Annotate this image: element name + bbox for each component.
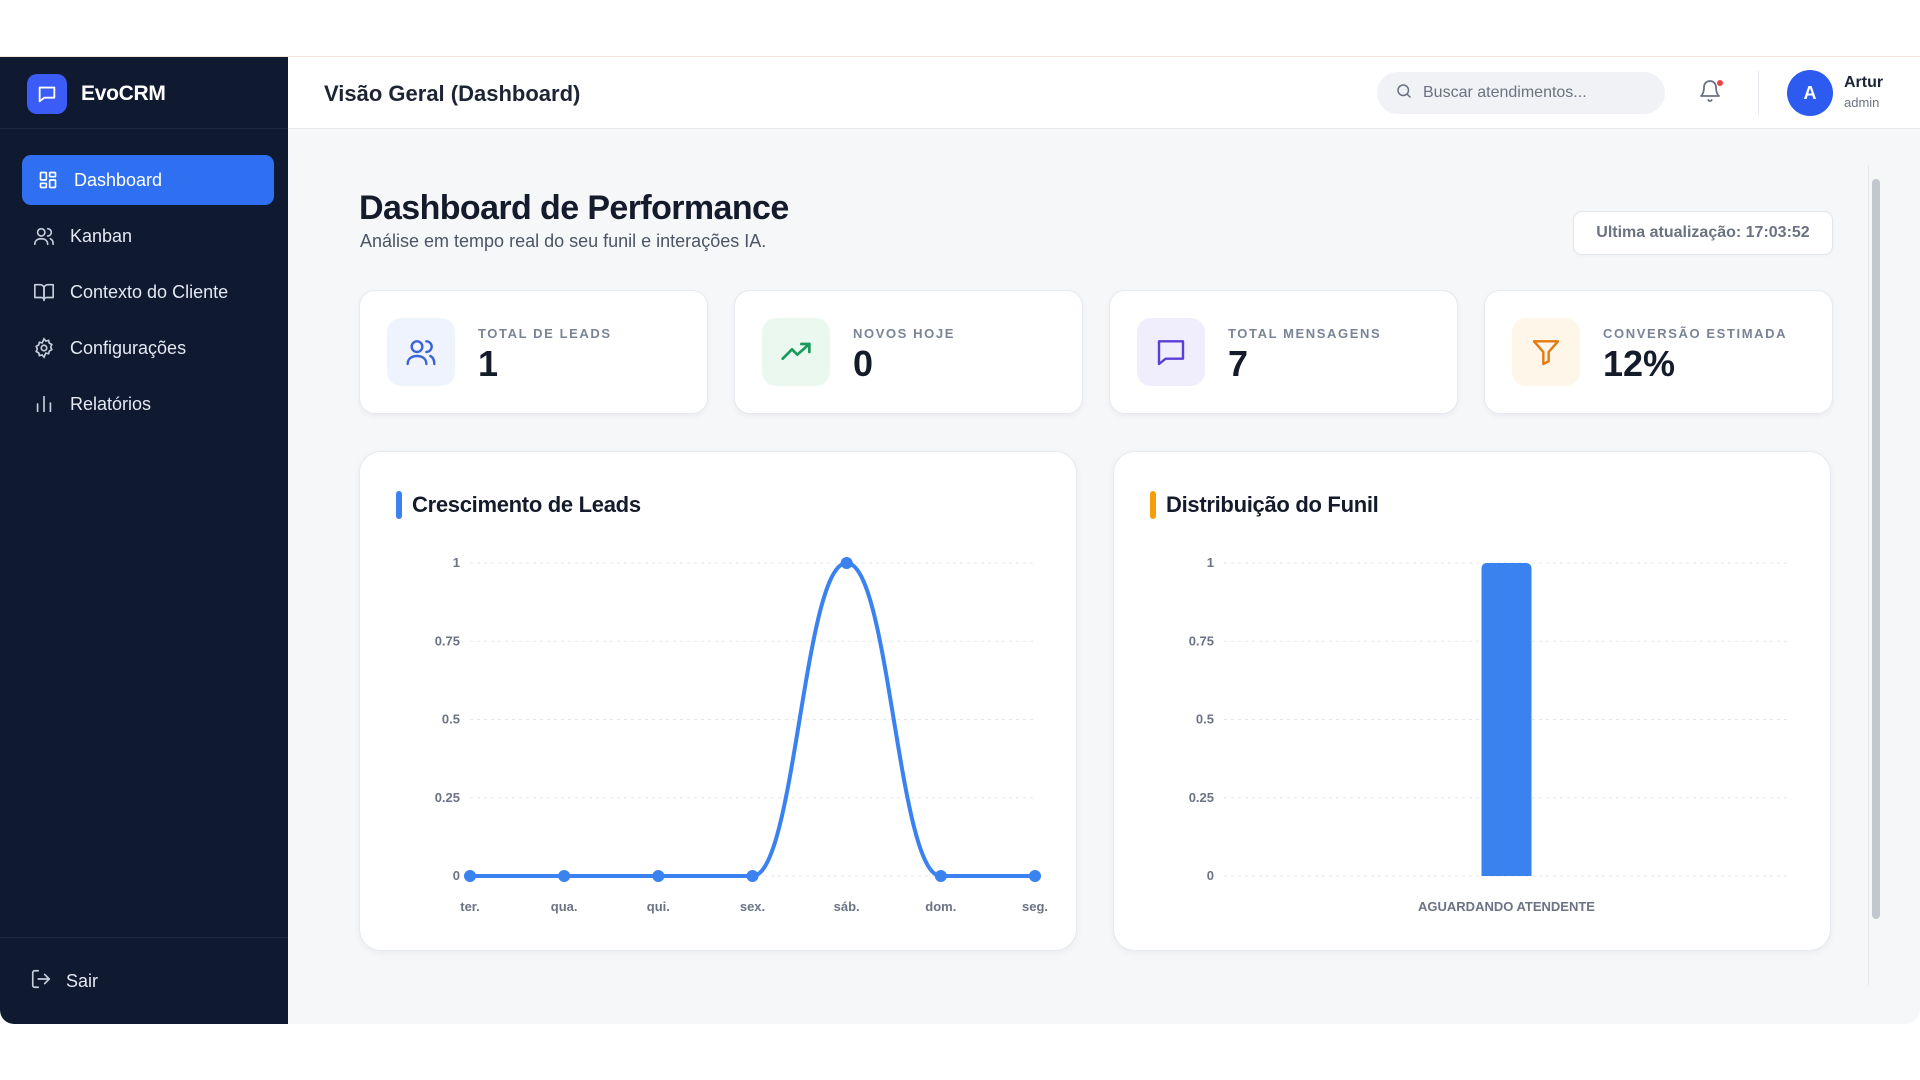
y-tick-label: 0.75: [435, 633, 460, 648]
header-title: Visão Geral (Dashboard): [324, 81, 581, 106]
logout-icon: [30, 968, 52, 995]
divider: [0, 937, 288, 938]
sidebar: EvoCRM Dashboard Kanban Contexto do Cl: [0, 57, 288, 1024]
leads-growth-card: Crescimento de Leads 0 0.25 0.5 0.75 1 ter. qu…: [359, 451, 1077, 951]
y-tick-label: 0: [453, 868, 460, 883]
notifications-button[interactable]: [1698, 79, 1726, 107]
divider: [0, 128, 288, 129]
search-box[interactable]: [1377, 72, 1665, 114]
data-point[interactable]: [934, 870, 947, 882]
x-tick-label: qui.: [647, 899, 670, 914]
book-icon: [32, 280, 56, 304]
scrollbar[interactable]: [1868, 165, 1884, 985]
y-tick-label: 0.5: [1196, 712, 1214, 727]
notification-dot: [1717, 80, 1723, 86]
page-title: Dashboard de Performance: [359, 189, 789, 227]
page-subtitle: Análise em tempo real do seu funil e int…: [360, 231, 767, 251]
data-point[interactable]: [464, 870, 476, 882]
x-tick-label: qua.: [551, 899, 578, 914]
sidebar-item-label: Configurações: [70, 337, 187, 358]
sidebar-nav: Dashboard Kanban Contexto do Cliente Con…: [22, 155, 274, 435]
sidebar-item-contexto-do-cliente[interactable]: Contexto do Cliente: [22, 267, 274, 317]
data-point[interactable]: [558, 870, 571, 882]
y-tick-label: 0: [1207, 868, 1214, 883]
chart-title: Crescimento de Leads: [412, 492, 641, 517]
x-tick-label: seg.: [1022, 899, 1048, 914]
funnel-distribution-chart: 0 0.25 0.5 0.75 1 AGUARDANDO ATENDENTE: [1189, 555, 1789, 914]
card-accent: [396, 491, 402, 519]
scrollbar-thumb[interactable]: [1872, 179, 1880, 919]
gear-icon: [32, 336, 56, 360]
sidebar-item-relatorios[interactable]: Relatórios: [22, 379, 274, 429]
divider: [1758, 71, 1759, 115]
user-name: Artur: [1844, 74, 1884, 91]
sidebar-item-label: Relatórios: [70, 393, 152, 414]
sidebar-item-label: Contexto do Cliente: [70, 281, 229, 302]
stat-value: 0: [853, 343, 874, 384]
app-window: EvoCRM Dashboard Kanban Contexto do Cl: [0, 56, 1920, 1024]
x-tick-label: sáb.: [834, 899, 860, 914]
bar[interactable]: [1481, 563, 1532, 876]
stat-label: CONVERSÃO ESTIMADA: [1603, 326, 1788, 341]
stat-value: 1: [478, 343, 499, 384]
bell-icon: [1700, 80, 1720, 102]
bar-chart-icon: [32, 392, 56, 416]
filter-icon: [1512, 318, 1580, 386]
stats-row: TOTAL DE LEADS 1 NOVOS HOJE 0 TOTAL MENS…: [359, 290, 1833, 414]
y-tick-label: 0.75: [1189, 633, 1214, 648]
main-content: Dashboard de Performance Análise em temp…: [288, 129, 1920, 1024]
brand-name: EvoCRM: [81, 82, 166, 105]
users-icon: [387, 318, 455, 386]
stat-card-total-leads: TOTAL DE LEADS 1: [359, 290, 708, 414]
stat-label: TOTAL DE LEADS: [478, 326, 612, 341]
user-role: admin: [1844, 95, 1880, 110]
x-tick-label: sex.: [740, 899, 765, 914]
stat-card-conversao-estimada: CONVERSÃO ESTIMADA 12%: [1484, 290, 1833, 414]
search-icon: [1395, 82, 1413, 105]
stat-value: 12%: [1603, 343, 1676, 384]
sidebar-item-dashboard[interactable]: Dashboard: [22, 155, 274, 205]
data-point[interactable]: [746, 870, 759, 882]
y-tick-label: 1: [1207, 555, 1214, 570]
stat-label: TOTAL MENSAGENS: [1228, 326, 1382, 341]
sidebar-item-kanban[interactable]: Kanban: [22, 211, 274, 261]
sidebar-item-configuracoes[interactable]: Configurações: [22, 323, 274, 373]
users-icon: [32, 224, 56, 248]
search-input[interactable]: [1423, 84, 1643, 102]
top-header: Visão Geral (Dashboard) A Artur admin: [288, 57, 1920, 129]
message-icon: [1137, 318, 1205, 386]
stat-label: NOVOS HOJE: [853, 326, 955, 341]
x-tick-label: AGUARDANDO ATENDENTE: [1418, 899, 1595, 914]
trending-up-icon: [762, 318, 830, 386]
logout-button[interactable]: Sair: [30, 968, 98, 995]
brand[interactable]: EvoCRM: [27, 73, 166, 115]
funnel-distribution-card: Distribuição do Funil 0 0.25 0.5 0.75 1 AGUAR…: [1113, 451, 1831, 951]
sidebar-item-label: Dashboard: [74, 169, 163, 190]
leads-growth-chart: 0 0.25 0.5 0.75 1 ter. qua. qui. sex. sáb. dom. seg…: [435, 555, 1048, 914]
chart-title: Distribuição do Funil: [1166, 492, 1379, 517]
data-point[interactable]: [652, 870, 665, 882]
x-tick-label: ter.: [460, 899, 480, 914]
stat-value: 7: [1228, 343, 1249, 384]
y-tick-label: 1: [453, 555, 460, 570]
card-accent: [1150, 491, 1156, 519]
y-tick-label: 0.5: [442, 712, 460, 727]
data-point[interactable]: [840, 557, 853, 569]
stat-card-novos-hoje: NOVOS HOJE 0: [734, 290, 1083, 414]
logout-label: Sair: [66, 971, 99, 991]
x-tick-label: dom.: [925, 899, 956, 914]
scrollbar-track: [1868, 165, 1869, 985]
avatar[interactable]: A: [1787, 70, 1833, 116]
sidebar-item-label: Kanban: [70, 225, 133, 246]
stat-card-total-mensagens: TOTAL MENSAGENS 7: [1109, 290, 1458, 414]
chat-logo-icon: [27, 74, 67, 114]
grid-icon: [36, 168, 60, 192]
y-tick-label: 0.25: [435, 790, 460, 805]
y-tick-label: 0.25: [1189, 790, 1214, 805]
data-point[interactable]: [1029, 870, 1041, 882]
last-updated-badge: Ultima atualização: 17:03:52: [1573, 211, 1833, 255]
series-line: [470, 560, 1035, 879]
